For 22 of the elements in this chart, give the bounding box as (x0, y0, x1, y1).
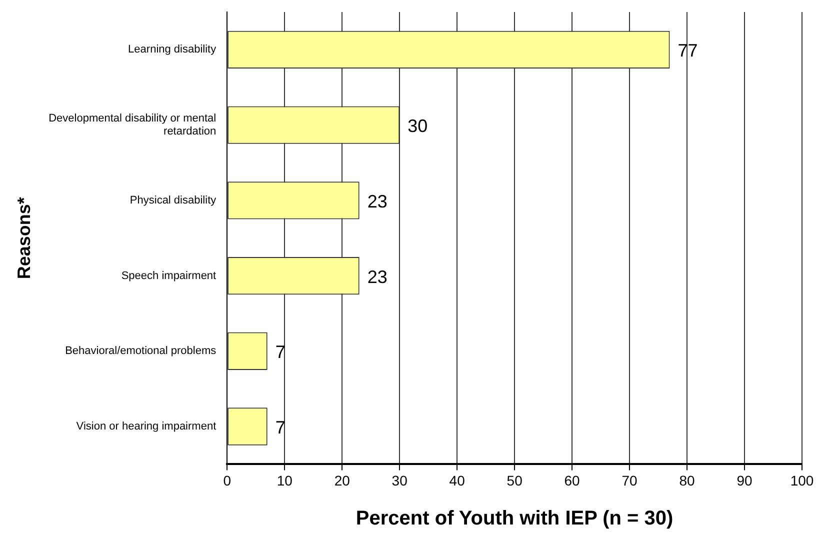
data-label: 30 (408, 116, 428, 136)
y-tick-label: Developmental disability or mental retardation (48, 112, 216, 138)
y-axis-title: Reasons* (14, 197, 34, 280)
y-tick-label: Behavioral/emotional problems (65, 345, 217, 358)
x-tick-label: 40 (449, 472, 466, 488)
y-tick-label: Physical disability (130, 194, 217, 206)
x-tick-label: 90 (736, 472, 753, 488)
x-axis-title: Percent of Youth with IEP (n = 30) (356, 508, 674, 530)
x-tick-label: 0 (223, 472, 232, 488)
x-tick-label: 60 (564, 472, 580, 488)
x-tick-label: 50 (506, 472, 523, 488)
x-tick-label: 100 (790, 472, 814, 488)
y-tick-label: Vision or hearing impairment (76, 420, 216, 433)
x-tick-label: 30 (392, 472, 408, 488)
x-tick-label: 80 (679, 472, 696, 488)
y-tick-label: Speech impairment (121, 270, 216, 282)
data-label: 23 (367, 266, 388, 287)
x-tick-label: 20 (334, 472, 350, 488)
x-tick-label: 70 (622, 472, 638, 488)
data-label: 23 (367, 191, 388, 212)
x-tick-label: 10 (276, 472, 293, 488)
y-tick-label: Learning disability (128, 44, 217, 56)
